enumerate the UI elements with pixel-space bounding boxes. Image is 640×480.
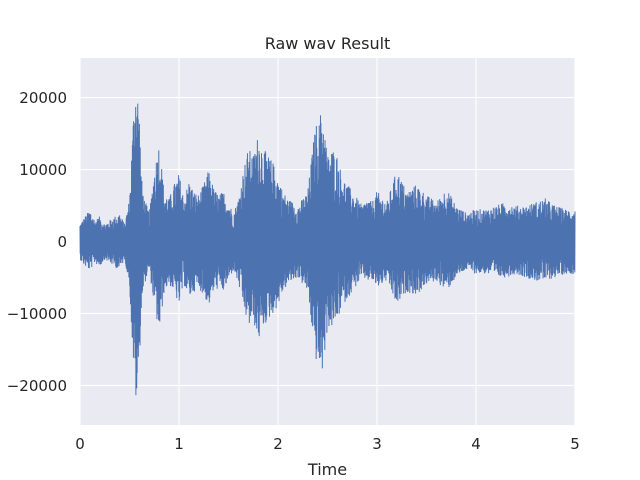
- y-tick-label: −10000: [7, 305, 67, 323]
- chart-title: Raw wav Result: [265, 34, 391, 53]
- y-tick-label: 20000: [19, 89, 67, 107]
- x-tick-label: 1: [174, 435, 184, 453]
- x-tick-label: 3: [372, 435, 382, 453]
- y-tick-labels: −20000 −10000 0 10000 20000: [7, 89, 67, 395]
- x-tick-label: 0: [75, 435, 85, 453]
- y-tick-label: −20000: [7, 377, 67, 395]
- y-tick-label: 0: [57, 233, 67, 251]
- x-tick-label: 5: [570, 435, 580, 453]
- x-tick-label: 2: [273, 435, 283, 453]
- x-axis-label: Time: [307, 460, 347, 479]
- x-tick-label: 4: [471, 435, 481, 453]
- waveform-line: [79, 103, 576, 396]
- x-tick-labels: 0 1 2 3 4 5: [75, 435, 580, 453]
- waveform-series: [79, 103, 576, 396]
- y-tick-label: 10000: [19, 161, 67, 179]
